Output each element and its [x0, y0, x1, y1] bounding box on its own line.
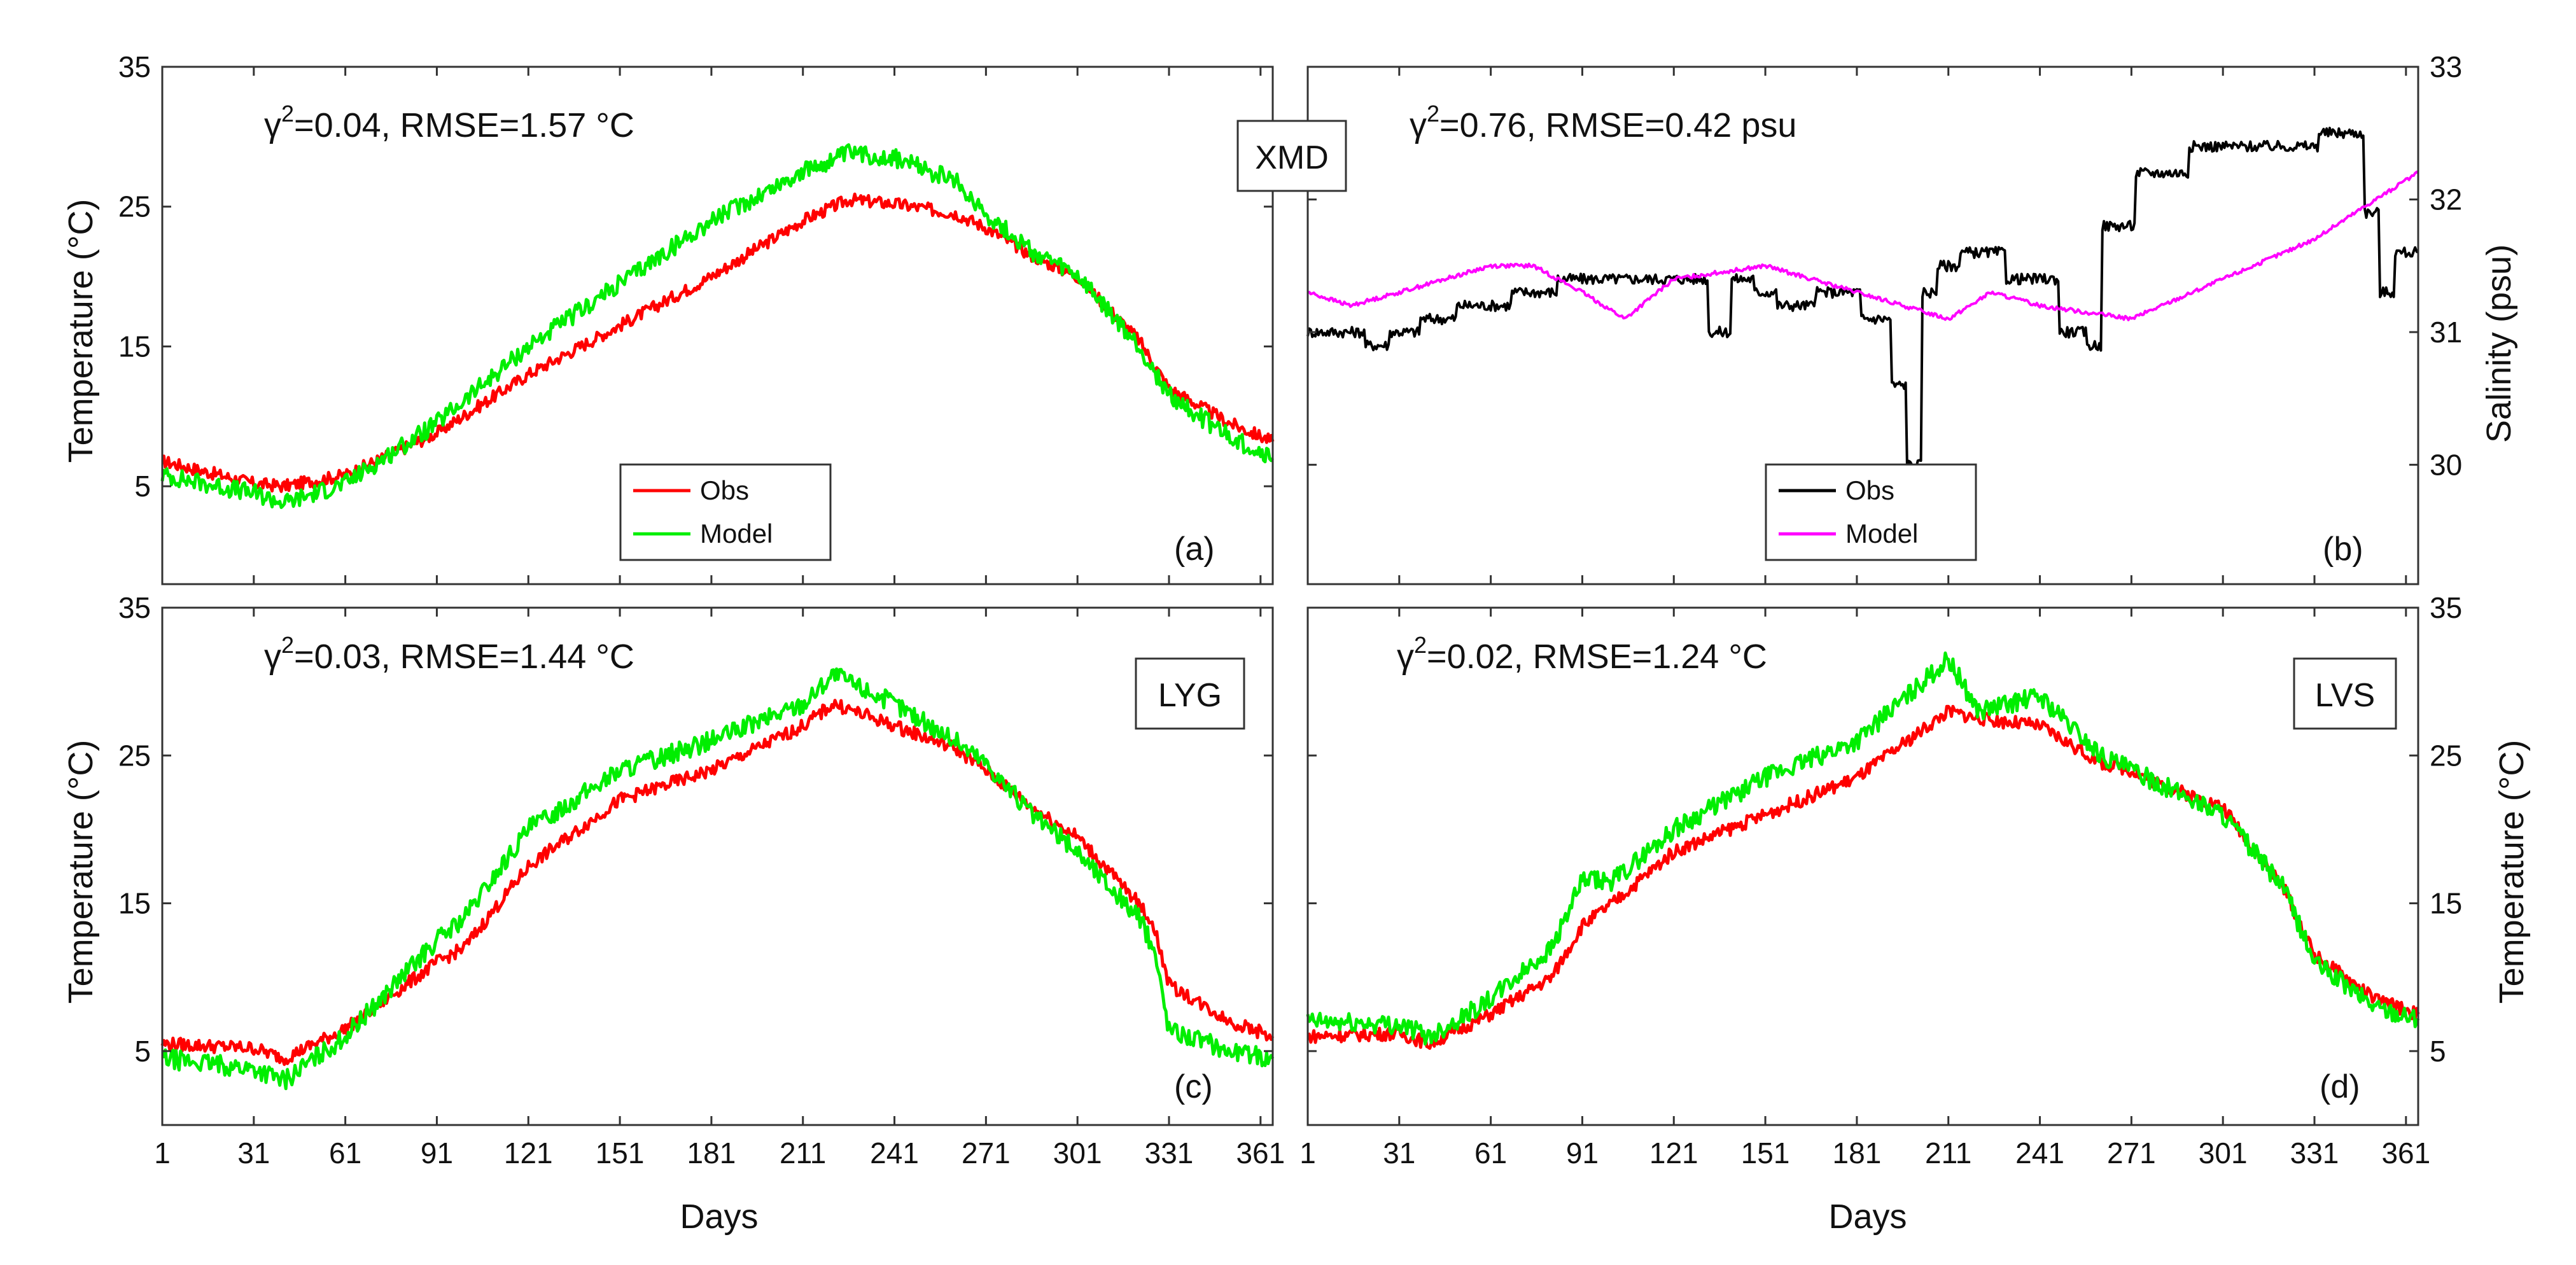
panel-b-axes-frame — [1306, 66, 2419, 585]
panel-a: 5 15 25 35 γ2=0.04, RMSE=1.57 °C (a) Obs Mo… — [118, 50, 1275, 585]
x-tick-label: 121 — [504, 1136, 553, 1170]
legend-obs-sal-label: Obs — [1845, 475, 1894, 505]
x-tick-label: 1 — [154, 1136, 171, 1170]
panel-b-y-ticks: 30 31 32 33 — [1308, 50, 2462, 481]
panel-c-y-ticks: 5 15 25 35 — [118, 591, 1273, 1068]
x-tick-label: 361 — [2381, 1136, 2430, 1170]
x-tick-label: 151 — [596, 1136, 645, 1170]
legend-model-label: Model — [700, 519, 773, 549]
y-tick-label: 33 — [2430, 50, 2462, 83]
x-label-left: Days — [680, 1198, 758, 1236]
station-box-lvs: LVS — [2293, 657, 2397, 730]
panel-d-axes-frame — [1306, 606, 2419, 1126]
panel-b-x-ticks — [1306, 67, 2407, 584]
panel-d-y-ticks: 5 15 25 35 — [1308, 591, 2462, 1068]
panel-c-series-obs — [160, 699, 1275, 1066]
x-tick-label: 151 — [1741, 1136, 1790, 1170]
x-label-right: Days — [1828, 1198, 1907, 1236]
x-tick-label: 121 — [1649, 1136, 1698, 1170]
y-tick-label: 30 — [2430, 448, 2462, 481]
panel-a-stat-label: γ2=0.04, RMSE=1.57 °C — [264, 101, 634, 144]
y-label-panel-c: Temperature (°C) — [62, 740, 100, 1004]
station-lyg-label: LYG — [1158, 677, 1222, 714]
panel-c-axes-frame — [161, 606, 1274, 1126]
panel-b-series — [1306, 127, 2419, 472]
panel-c-x-ticks: 1 31 61 91 121 151 181 211 241 271 301 331 361 — [154, 608, 1285, 1170]
y-tick-label: 5 — [134, 1035, 151, 1068]
y-tick-label: 15 — [2430, 887, 2462, 920]
x-tick-label: 271 — [2107, 1136, 2156, 1170]
x-tick-label: 211 — [780, 1136, 826, 1170]
x-tick-label: 91 — [1566, 1136, 1599, 1170]
panel-a-axes-frame — [161, 66, 1274, 585]
station-box-lyg: LYG — [1135, 657, 1245, 730]
y-tick-label: 32 — [2430, 183, 2462, 216]
panel-b-stat-label: γ2=0.76, RMSE=0.42 psu — [1410, 101, 1796, 144]
station-lvs-label: LVS — [2315, 677, 2375, 714]
station-xmd-label: XMD — [1255, 139, 1329, 176]
panel-a-tag: (a) — [1174, 531, 1215, 568]
x-tick-label: 31 — [237, 1136, 270, 1170]
y-tick-label: 25 — [118, 739, 151, 772]
panel-a-legend: Obs Model — [619, 463, 832, 561]
panel-d-stat-label: γ2=0.02, RMSE=1.24 °C — [1397, 632, 1767, 676]
x-tick-label: 301 — [2199, 1136, 2248, 1170]
x-tick-label: 301 — [1053, 1136, 1102, 1170]
panel-c-tag: (c) — [1174, 1068, 1213, 1105]
y-tick-label: 5 — [2430, 1035, 2446, 1068]
y-tick-label: 15 — [118, 330, 151, 363]
x-tick-label: 31 — [1383, 1136, 1415, 1170]
panel-b: 30 31 32 33 γ2=0.76, RMSE=0.42 psu (b) Obs … — [1306, 50, 2462, 585]
y-label-panel-d: Temperature (°C) — [2493, 740, 2531, 1004]
panel-d-series-model — [1306, 651, 2420, 1046]
x-tick-label: 271 — [962, 1136, 1011, 1170]
station-box-xmd: XMD — [1236, 120, 1347, 192]
y-tick-label: 31 — [2430, 316, 2462, 349]
panel-b-legend: Obs Model — [1765, 463, 1977, 561]
y-label-panel-b: Salinity (psu) — [2480, 244, 2518, 443]
y-tick-label: 5 — [134, 470, 151, 503]
x-tick-label: 331 — [2290, 1136, 2339, 1170]
y-tick-label: 35 — [2430, 591, 2462, 624]
panel-d-tag: (d) — [2320, 1068, 2360, 1105]
panel-c-series-model — [161, 667, 1275, 1091]
y-label-panel-a: Temperature (°C) — [62, 199, 100, 463]
panel-a-x-ticks — [161, 67, 1262, 584]
x-tick-label: 361 — [1236, 1136, 1285, 1170]
legend-obs-label: Obs — [700, 475, 749, 505]
panel-b-tag: (b) — [2323, 531, 2363, 568]
y-tick-label: 25 — [2430, 739, 2462, 772]
y-tick-label: 35 — [118, 50, 151, 83]
x-tick-label: 181 — [687, 1136, 736, 1170]
x-tick-label: 61 — [1474, 1136, 1507, 1170]
panel-c: 1 31 61 91 121 151 181 211 241 271 301 331 361 5 15 25… — [118, 591, 1285, 1170]
panel-a-series-model — [160, 143, 1275, 509]
panel-a-series — [160, 143, 1275, 509]
panel-b-series-model — [1307, 171, 2419, 321]
panel-a-y-ticks: 5 15 25 35 — [118, 50, 1273, 503]
x-tick-label: 61 — [329, 1136, 361, 1170]
x-tick-label: 181 — [1833, 1136, 1882, 1170]
y-tick-label: 25 — [118, 190, 151, 223]
x-tick-label: 211 — [1925, 1136, 1971, 1170]
y-tick-label: 35 — [118, 591, 151, 624]
x-tick-label: 331 — [1145, 1136, 1194, 1170]
x-tick-label: 91 — [421, 1136, 453, 1170]
panel-b-series-obs — [1306, 127, 2419, 472]
panel-d-x-ticks: 1 31 61 91 121 151 181 211 241 271 301 331 361 — [1299, 608, 2430, 1170]
panel-d-series — [1306, 651, 2420, 1050]
panel-c-stat-label: γ2=0.03, RMSE=1.44 °C — [264, 632, 634, 676]
x-tick-label: 241 — [2015, 1136, 2064, 1170]
y-tick-label: 15 — [118, 887, 151, 920]
panel-d-series-obs — [1306, 704, 2420, 1050]
x-tick-label: 1 — [1299, 1136, 1316, 1170]
panel-c-series — [160, 667, 1275, 1091]
panel-d: 1 31 61 91 121 151 181 211 241 271 301 331 361 5 15 25… — [1299, 591, 2462, 1170]
legend-model-sal-label: Model — [1845, 519, 1918, 549]
x-tick-label: 241 — [870, 1136, 919, 1170]
